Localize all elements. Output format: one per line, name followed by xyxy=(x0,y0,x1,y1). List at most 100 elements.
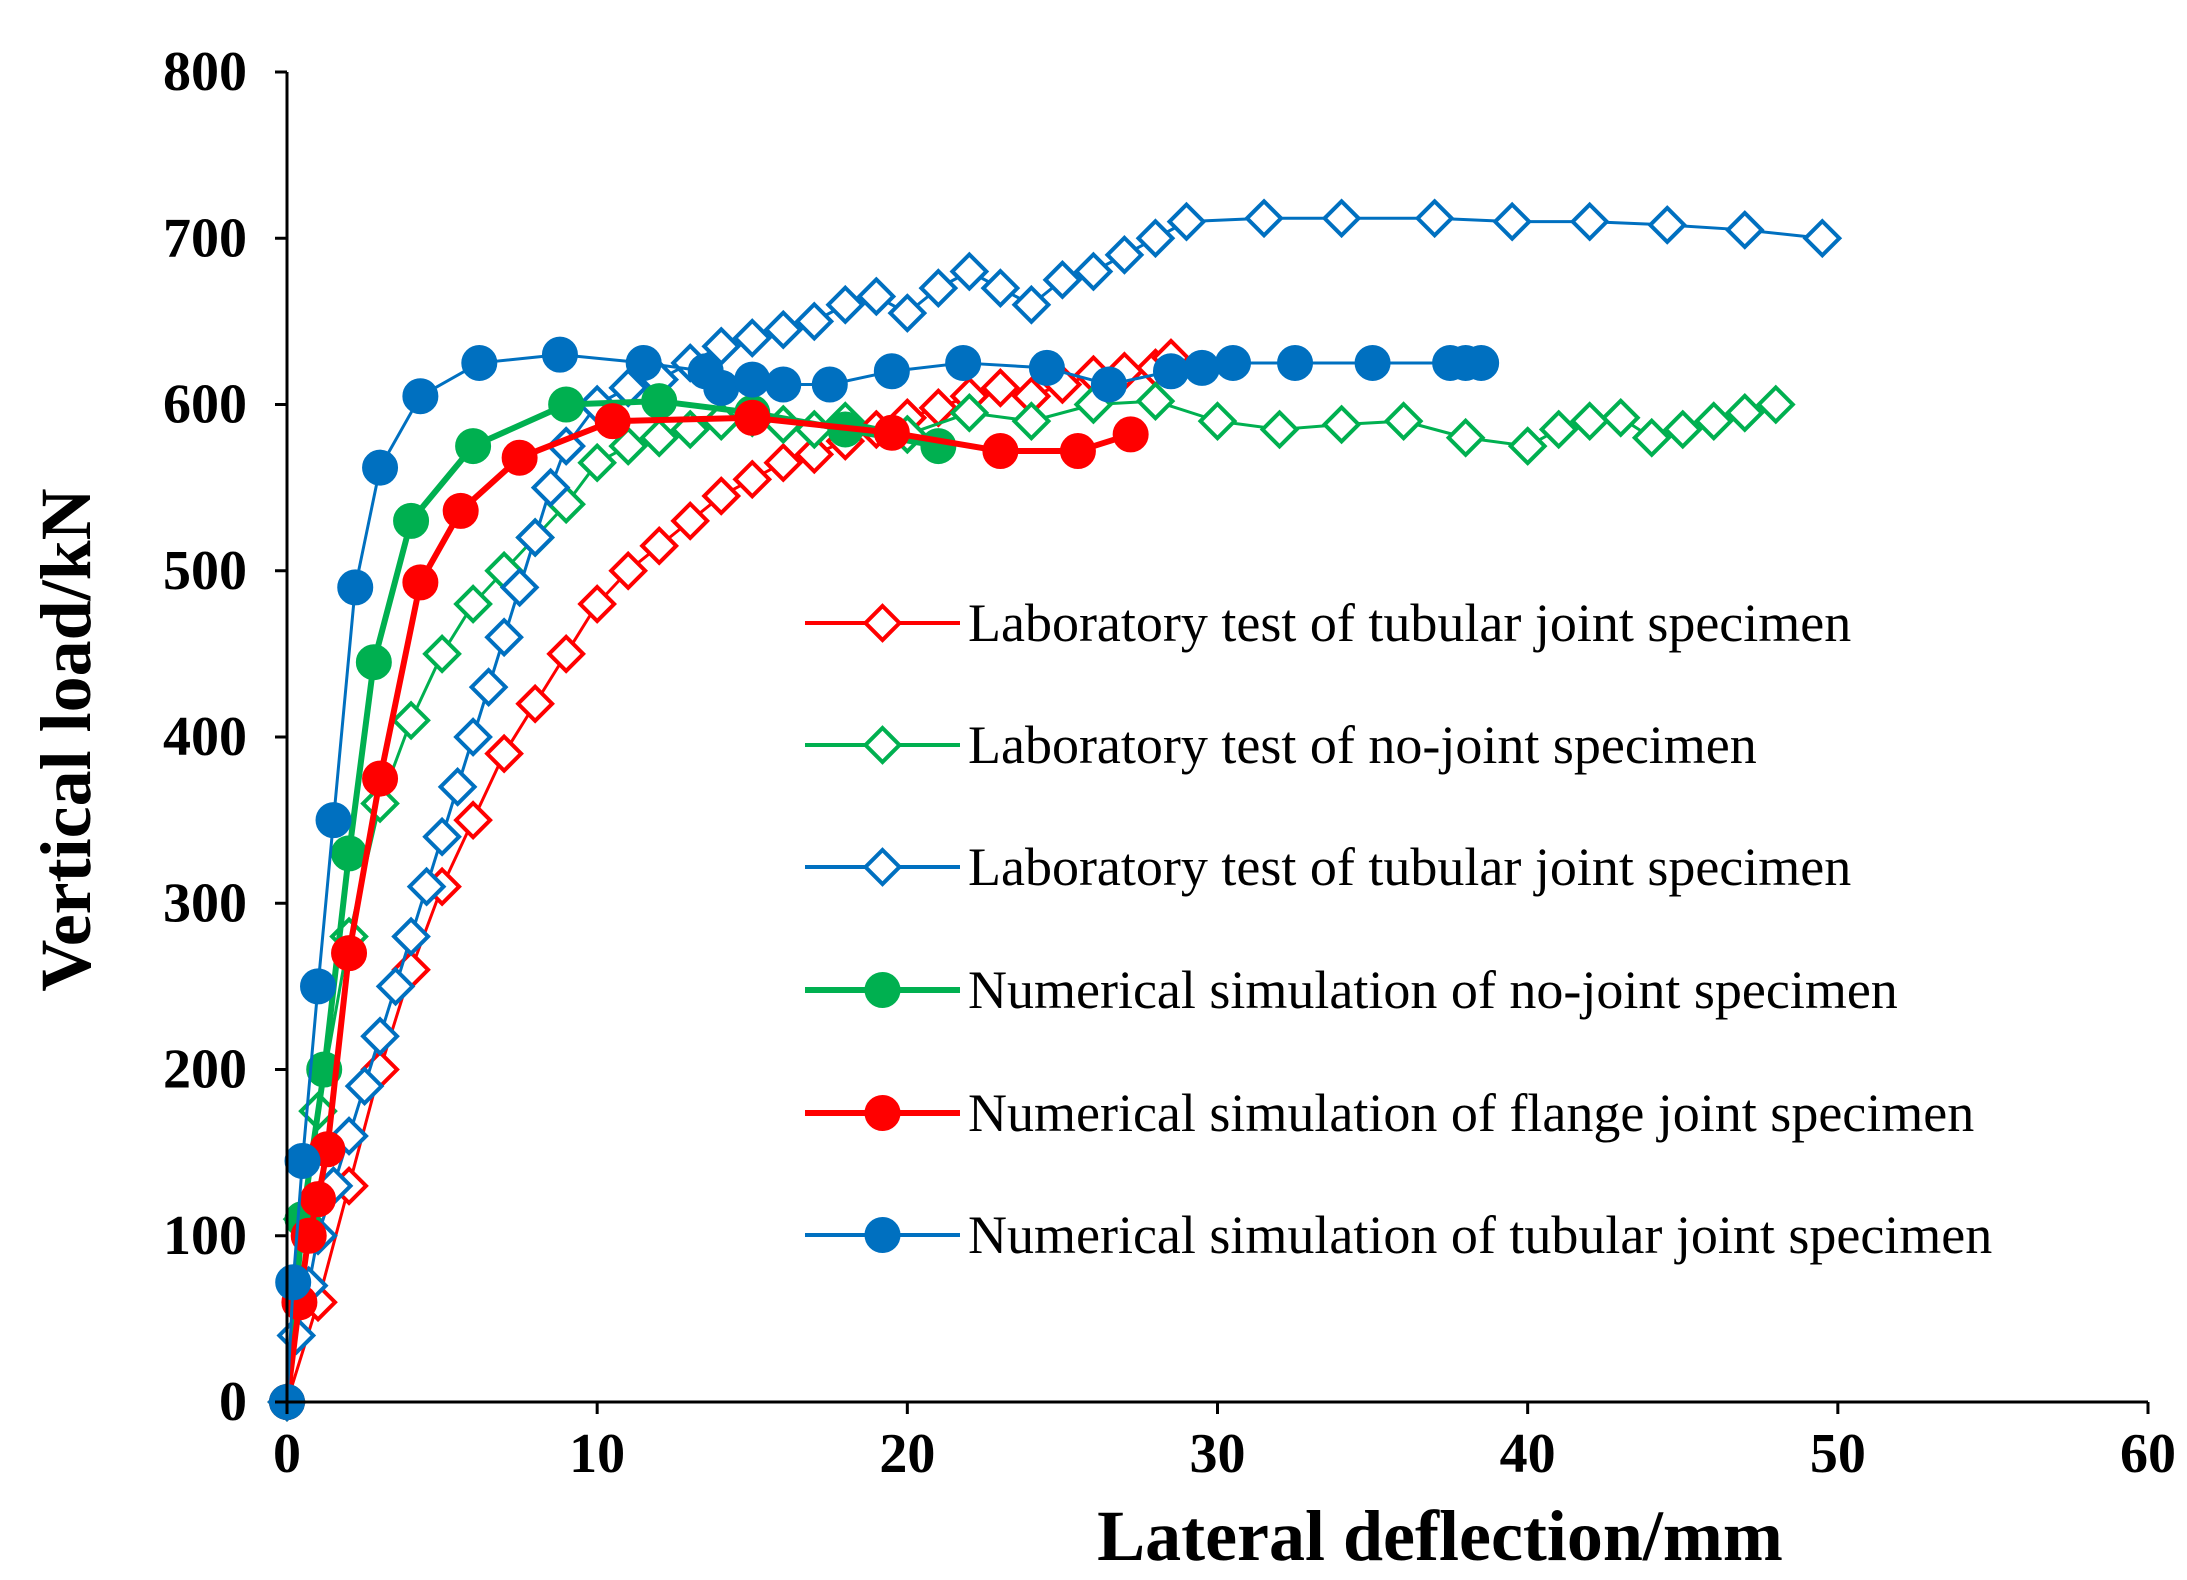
data-point-diamond xyxy=(546,634,586,674)
data-point-diamond xyxy=(453,800,493,840)
data-point-circle xyxy=(541,336,578,373)
series-line xyxy=(284,414,1132,1403)
data-point-diamond xyxy=(1662,409,1703,450)
data-point-diamond xyxy=(1011,401,1052,441)
legend-marker-diamond xyxy=(862,725,903,765)
data-point-diamond xyxy=(1445,417,1486,458)
x-tick-label: 40 xyxy=(1500,1423,1556,1485)
data-point-circle xyxy=(300,1181,337,1218)
data-point-diamond xyxy=(949,251,990,292)
data-point-diamond xyxy=(1569,401,1610,441)
data-point-circle xyxy=(1277,344,1314,381)
data-point-circle xyxy=(331,835,368,872)
data-point-diamond xyxy=(1802,218,1843,259)
data-point-circle xyxy=(1152,353,1189,390)
data-point-diamond xyxy=(918,268,959,308)
x-tick-label: 50 xyxy=(1810,1423,1866,1485)
data-point-diamond xyxy=(391,916,431,957)
data-point-diamond xyxy=(1538,409,1579,450)
data-point-circle xyxy=(734,361,771,398)
data-point-diamond xyxy=(1135,381,1176,422)
data-point-circle xyxy=(362,449,399,486)
data-point-circle xyxy=(1463,344,1500,381)
data-point-circle xyxy=(337,569,374,606)
y-tick-label: 500 xyxy=(163,540,247,602)
data-point-diamond xyxy=(577,442,617,483)
data-point-circle xyxy=(594,403,631,440)
data-point-circle xyxy=(945,344,982,381)
data-point-diamond xyxy=(732,459,773,500)
x-axis-title: Lateral deflection/mm xyxy=(1097,1496,1783,1576)
x-tick-label: 30 xyxy=(1190,1423,1246,1485)
legend-item-2: Laboratory test of no-joint specimen xyxy=(805,715,1757,775)
data-point-diamond xyxy=(794,434,835,475)
data-point-diamond xyxy=(1042,259,1083,300)
data-point-circle xyxy=(811,366,848,403)
x-tick-label: 0 xyxy=(273,1423,301,1485)
y-tick-label: 300 xyxy=(163,872,247,934)
legend-item-1: Laboratory test of tubular joint specime… xyxy=(805,593,1851,653)
data-point-diamond xyxy=(360,1016,400,1057)
data-point-diamond xyxy=(670,501,711,541)
data-point-diamond xyxy=(375,966,416,1007)
data-point-circle xyxy=(442,492,479,529)
data-point-diamond xyxy=(1631,417,1672,458)
ticks: 0 100 200 300 400 500 600 700 800 0 10 20 30 40 50 60 xyxy=(163,41,2176,1485)
x-tick-label: 60 xyxy=(2120,1423,2176,1485)
data-point-diamond xyxy=(484,733,524,774)
data-point-diamond xyxy=(1755,384,1796,425)
data-point-diamond xyxy=(577,584,617,624)
series-line xyxy=(284,398,939,1403)
data-point-diamond xyxy=(499,567,540,608)
data-point-diamond xyxy=(980,268,1021,308)
data-point-diamond xyxy=(763,442,804,483)
data-point-circle xyxy=(873,414,910,451)
data-point-circle xyxy=(703,369,740,406)
data-point-diamond xyxy=(949,392,990,433)
data-point-circle xyxy=(275,1264,312,1301)
y-tick-label: 200 xyxy=(163,1039,247,1101)
data-point-diamond xyxy=(608,550,649,591)
data-point-diamond xyxy=(1011,284,1052,325)
y-axis-title: Vertical load/kN xyxy=(26,488,106,991)
data-point-diamond xyxy=(344,1066,385,1106)
data-point-circle xyxy=(501,439,538,476)
legend-label: Numerical simulation of tubular joint sp… xyxy=(968,1205,1992,1265)
legend-label: Laboratory test of tubular joint specime… xyxy=(968,837,1851,897)
data-point-diamond xyxy=(468,667,509,707)
data-point-diamond xyxy=(1104,235,1145,275)
data-point-diamond xyxy=(422,634,462,674)
legend-item-6: Numerical simulation of tubular joint sp… xyxy=(805,1205,1992,1265)
legend-item-4: Numerical simulation of no-joint specime… xyxy=(805,960,1898,1020)
data-point-circle xyxy=(734,399,771,436)
data-point-diamond xyxy=(1166,201,1207,242)
data-point-diamond xyxy=(1244,198,1284,239)
data-point-circle xyxy=(920,428,957,465)
data-point-circle xyxy=(355,644,392,681)
data-point-circle xyxy=(300,968,337,1005)
data-point-circle xyxy=(284,1142,321,1179)
data-point-diamond xyxy=(732,318,773,358)
data-point-diamond xyxy=(1724,392,1765,433)
data-point-diamond xyxy=(980,368,1021,408)
legend-marker-circle xyxy=(864,1217,901,1253)
data-point-diamond xyxy=(856,276,897,317)
data-point-diamond xyxy=(1321,404,1362,445)
data-point-diamond xyxy=(422,816,462,857)
data-point-diamond xyxy=(329,1116,369,1156)
data-point-circle xyxy=(393,502,430,539)
data-point-circle xyxy=(873,353,910,390)
data-point-diamond xyxy=(530,467,571,508)
data-point-diamond xyxy=(1321,198,1362,239)
legend-item-3: Laboratory test of tubular joint specime… xyxy=(805,837,1851,897)
legend-marker-circle xyxy=(864,1095,901,1131)
data-point-diamond xyxy=(1647,205,1688,245)
data-point-circle xyxy=(641,383,678,420)
data-point-circle xyxy=(1028,349,1065,386)
data-point-circle xyxy=(1112,416,1149,453)
data-point-diamond xyxy=(1135,218,1176,259)
data-point-circle xyxy=(1059,433,1096,470)
y-tick-label: 100 xyxy=(163,1205,247,1267)
x-tick-label: 10 xyxy=(569,1423,625,1485)
